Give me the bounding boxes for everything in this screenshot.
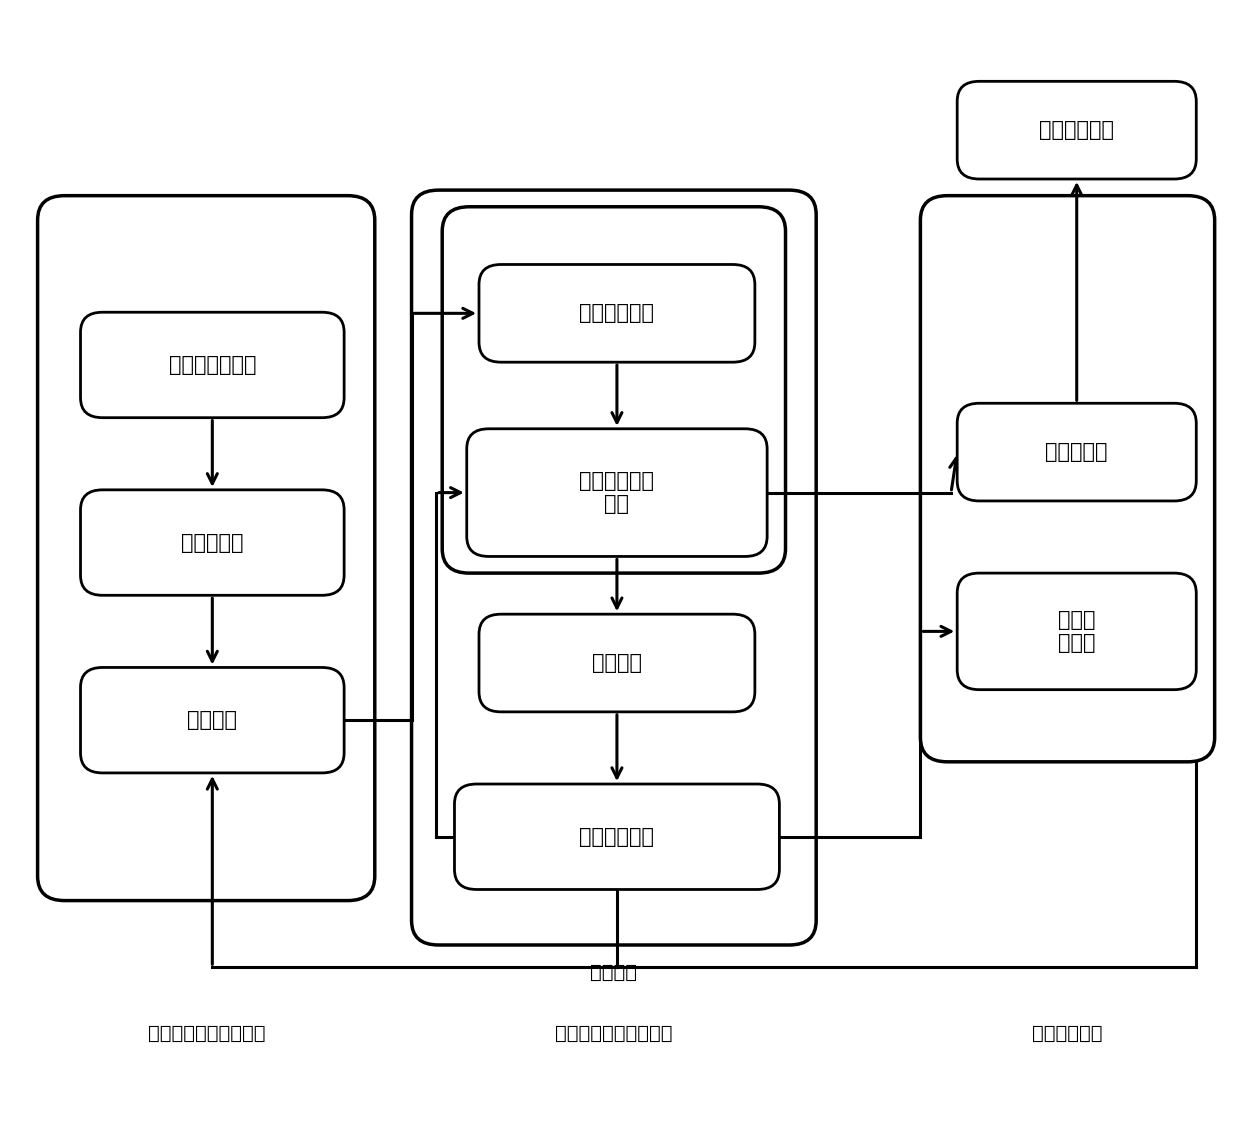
Text: 太阳燃料甲醇制氢系统: 太阳燃料甲醇制氢系统 bbox=[556, 1024, 672, 1043]
Text: 甲醇合成: 甲醇合成 bbox=[187, 710, 237, 731]
FancyBboxPatch shape bbox=[466, 428, 768, 556]
Text: 甲醇水汽重整: 甲醇水汽重整 bbox=[579, 303, 655, 324]
Text: 二氧化
收集罐: 二氧化 收集罐 bbox=[1058, 610, 1095, 653]
FancyBboxPatch shape bbox=[455, 785, 780, 889]
Text: 二氧化碳与氢
分离: 二氧化碳与氢 分离 bbox=[579, 471, 655, 514]
Text: 氢气使用终端: 氢气使用终端 bbox=[1039, 120, 1115, 140]
FancyBboxPatch shape bbox=[37, 196, 374, 900]
Text: 二氧化碳: 二氧化碳 bbox=[590, 963, 637, 982]
FancyBboxPatch shape bbox=[81, 312, 345, 418]
Text: 可再生能源发电: 可再生能源发电 bbox=[169, 355, 257, 375]
Text: 二氧化碳分离: 二氧化碳分离 bbox=[579, 827, 655, 846]
Text: 水汽变换: 水汽变换 bbox=[591, 653, 642, 673]
FancyBboxPatch shape bbox=[920, 196, 1215, 762]
FancyBboxPatch shape bbox=[81, 668, 345, 773]
FancyBboxPatch shape bbox=[412, 190, 816, 945]
FancyBboxPatch shape bbox=[957, 81, 1197, 179]
Text: 气体收集系统: 气体收集系统 bbox=[1032, 1024, 1102, 1043]
FancyBboxPatch shape bbox=[81, 490, 345, 596]
Text: 电解水产氢: 电解水产氢 bbox=[181, 533, 243, 553]
FancyBboxPatch shape bbox=[479, 614, 755, 711]
FancyBboxPatch shape bbox=[479, 264, 755, 362]
Text: 太阳燃料甲醇合成系统: 太阳燃料甲醇合成系统 bbox=[148, 1024, 265, 1043]
FancyBboxPatch shape bbox=[957, 404, 1197, 501]
FancyBboxPatch shape bbox=[443, 207, 785, 573]
Text: 氢气收集罐: 氢气收集罐 bbox=[1045, 442, 1109, 462]
FancyBboxPatch shape bbox=[957, 573, 1197, 690]
